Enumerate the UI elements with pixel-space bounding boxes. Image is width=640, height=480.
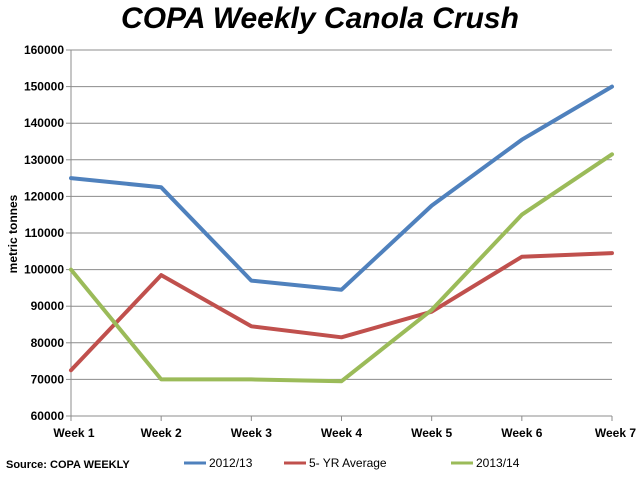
y-tick-label: 80000 — [31, 336, 65, 350]
y-tick-label: 110000 — [25, 226, 65, 240]
y-tick-label: 130000 — [24, 153, 64, 167]
y-tick-label: 160000 — [24, 43, 64, 57]
x-tick-label: Week 7 — [595, 426, 636, 440]
chart-title: COPA Weekly Canola Crush — [121, 2, 519, 35]
y-tick-label: 90000 — [31, 299, 65, 313]
y-tick-labels: 60000 70000 80000 90000 100000 110000 120000 13… — [24, 43, 64, 423]
x-tick-label: Week 4 — [321, 426, 362, 440]
x-tick-label: Week 2 — [141, 426, 182, 440]
y-tick-label: 70000 — [31, 372, 65, 386]
legend-label: 2013/14 — [476, 456, 520, 470]
legend: 2012/13 5- YR Average 2013/14 — [184, 456, 520, 470]
y-tick-label: 140000 — [24, 116, 64, 130]
series-line — [69, 84, 614, 292]
y-tick-label: 120000 — [24, 189, 64, 203]
axes — [66, 49, 613, 421]
x-tick-label: Week 1 — [53, 426, 94, 440]
x-tick-label: Week 5 — [411, 426, 452, 440]
series-line — [69, 251, 614, 373]
series-line — [69, 152, 614, 384]
y-tick-label: 150000 — [24, 80, 64, 94]
series-lines — [69, 84, 614, 384]
legend-label: 5- YR Average — [309, 456, 387, 470]
y-tick-label: 60000 — [31, 409, 65, 423]
legend-label: 2012/13 — [209, 456, 253, 470]
y-tick-label: 100000 — [24, 263, 64, 277]
x-tick-label: Week 3 — [231, 426, 272, 440]
x-tick-labels: Week 1 Week 2 Week 3 Week 4 Week 5 Week 6 Week… — [53, 426, 636, 440]
gridlines — [71, 49, 612, 380]
y-axis-title: metric tonnes — [6, 194, 20, 273]
x-tick-label: Week 6 — [501, 426, 542, 440]
source-note: Source: COPA WEEKLY — [6, 459, 130, 471]
